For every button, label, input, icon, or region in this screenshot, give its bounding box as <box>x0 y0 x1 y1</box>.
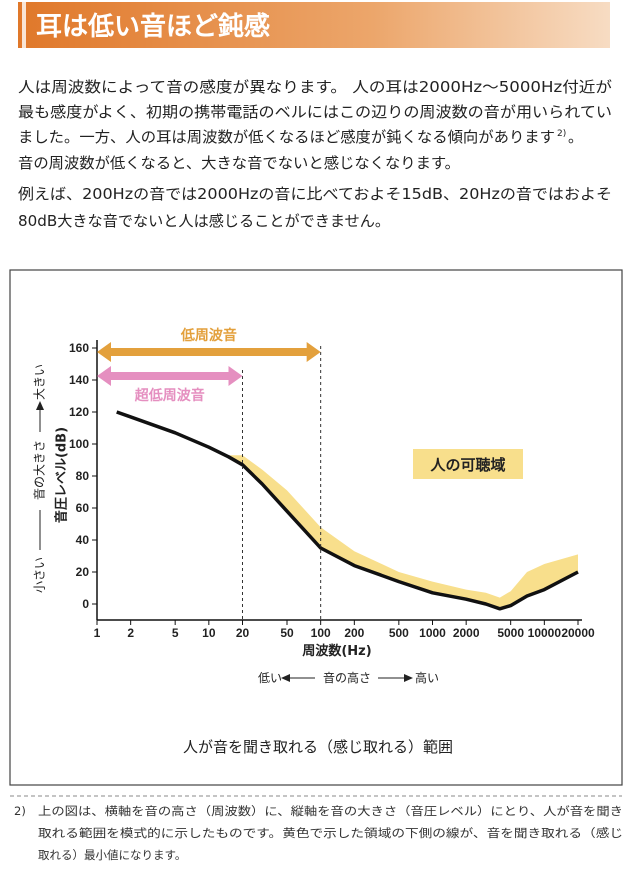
x-tick-label: 2000 <box>453 626 480 640</box>
arrow-head <box>281 674 290 682</box>
y-tick-label: 0 <box>82 597 89 611</box>
x-tick-label: 20 <box>236 626 250 640</box>
superscript: 2) <box>557 129 566 139</box>
body-line: 80dB大きな音でないと人は感じることができません。 <box>18 212 390 230</box>
x-direction-mid: 音の高さ <box>323 671 371 685</box>
x-tick-label: 2 <box>127 626 134 640</box>
chart: 0 20 40 60 80 100 120 140 160 1 2 5 10 20 50 100 200 500 1… <box>69 327 595 640</box>
y-tick-label: 100 <box>69 437 89 451</box>
y-tick-label: 40 <box>76 533 90 547</box>
chart-caption: 人が音を聞き取れる（感じ取れる）範囲 <box>183 738 453 756</box>
x-tick-label: 5000 <box>497 626 524 640</box>
footnote-line: 上の図は、横軸を音の高さ（周波数）に、縦軸を音の大きさ（音圧レベル）にとり、人が… <box>38 804 623 818</box>
body-line: ました。一方、人の耳は周波数が低くなるほど感度が鈍くなる傾向があります <box>18 128 555 146</box>
range-label: 超低周波音 <box>134 387 205 404</box>
x-axis-title: 周波数(Hz) <box>302 643 371 659</box>
body-line: 人は周波数によって音の感度が異なります。 人の耳は2000Hz～5000Hz付近… <box>18 78 612 96</box>
y-tick-label: 120 <box>69 405 89 419</box>
x-tick-label: 50 <box>280 626 294 640</box>
x-tick-label: 10 <box>202 626 216 640</box>
header-bar <box>18 2 610 48</box>
header-title: 耳は低い音ほど鈍感 <box>36 11 270 42</box>
header-accent <box>22 2 26 48</box>
y-direction-high: 大きい <box>33 364 47 400</box>
body-line: 音の周波数が低くなると、大きな音でないと感じなくなります。 <box>18 154 460 172</box>
annotation-box <box>413 449 523 479</box>
range-arrow <box>97 366 243 386</box>
body-line: 例えば、200Hzの音では2000Hzの音に比べておよそ15dB、20Hzの音で… <box>18 185 612 203</box>
arrow-head <box>404 674 413 682</box>
footnote-marker: 2) <box>14 804 26 818</box>
y-direction-low: 小さい <box>33 557 47 593</box>
body-line-tail: 。 <box>568 128 583 146</box>
x-direction-low: 低い <box>258 671 282 685</box>
y-tick-label: 20 <box>76 565 90 579</box>
y-tick-label: 160 <box>69 341 89 355</box>
footnote-line: 取れる）最小値になります。 <box>38 848 186 862</box>
range-label: 低周波音 <box>180 327 237 344</box>
x-tick-label: 20000 <box>561 626 595 640</box>
arrow-head <box>36 401 44 410</box>
x-tick-label: 1000 <box>419 626 446 640</box>
x-tick-label: 1 <box>94 626 101 640</box>
x-direction-high: 高い <box>415 671 439 685</box>
audible-band <box>228 455 578 609</box>
y-tick-label: 80 <box>76 469 90 483</box>
range-arrow <box>97 342 321 362</box>
y-direction-mid: 音の大きさ <box>33 440 47 500</box>
x-tick-label: 200 <box>344 626 364 640</box>
x-tick-label: 500 <box>389 626 409 640</box>
footnote-line: 取れる範囲を模式的に示したものです。黄色で示した領域の下側の線が、音を聞き取れる… <box>38 826 623 840</box>
body-line: 最も感度がよく、初期の携帯電話のベルにはこの辺りの周波数の音が用いられてい <box>18 103 612 121</box>
y-tick-label: 60 <box>76 501 90 515</box>
threshold-line <box>116 410 579 611</box>
annotation: 人の可聴域 <box>429 456 505 474</box>
y-tick-label: 140 <box>69 373 89 387</box>
x-tick-label: 5 <box>172 626 179 640</box>
y-axis-title: 音圧レベル(dB) <box>54 427 70 523</box>
x-tick-label: 10000 <box>528 626 562 640</box>
x-tick-label: 100 <box>311 626 331 640</box>
